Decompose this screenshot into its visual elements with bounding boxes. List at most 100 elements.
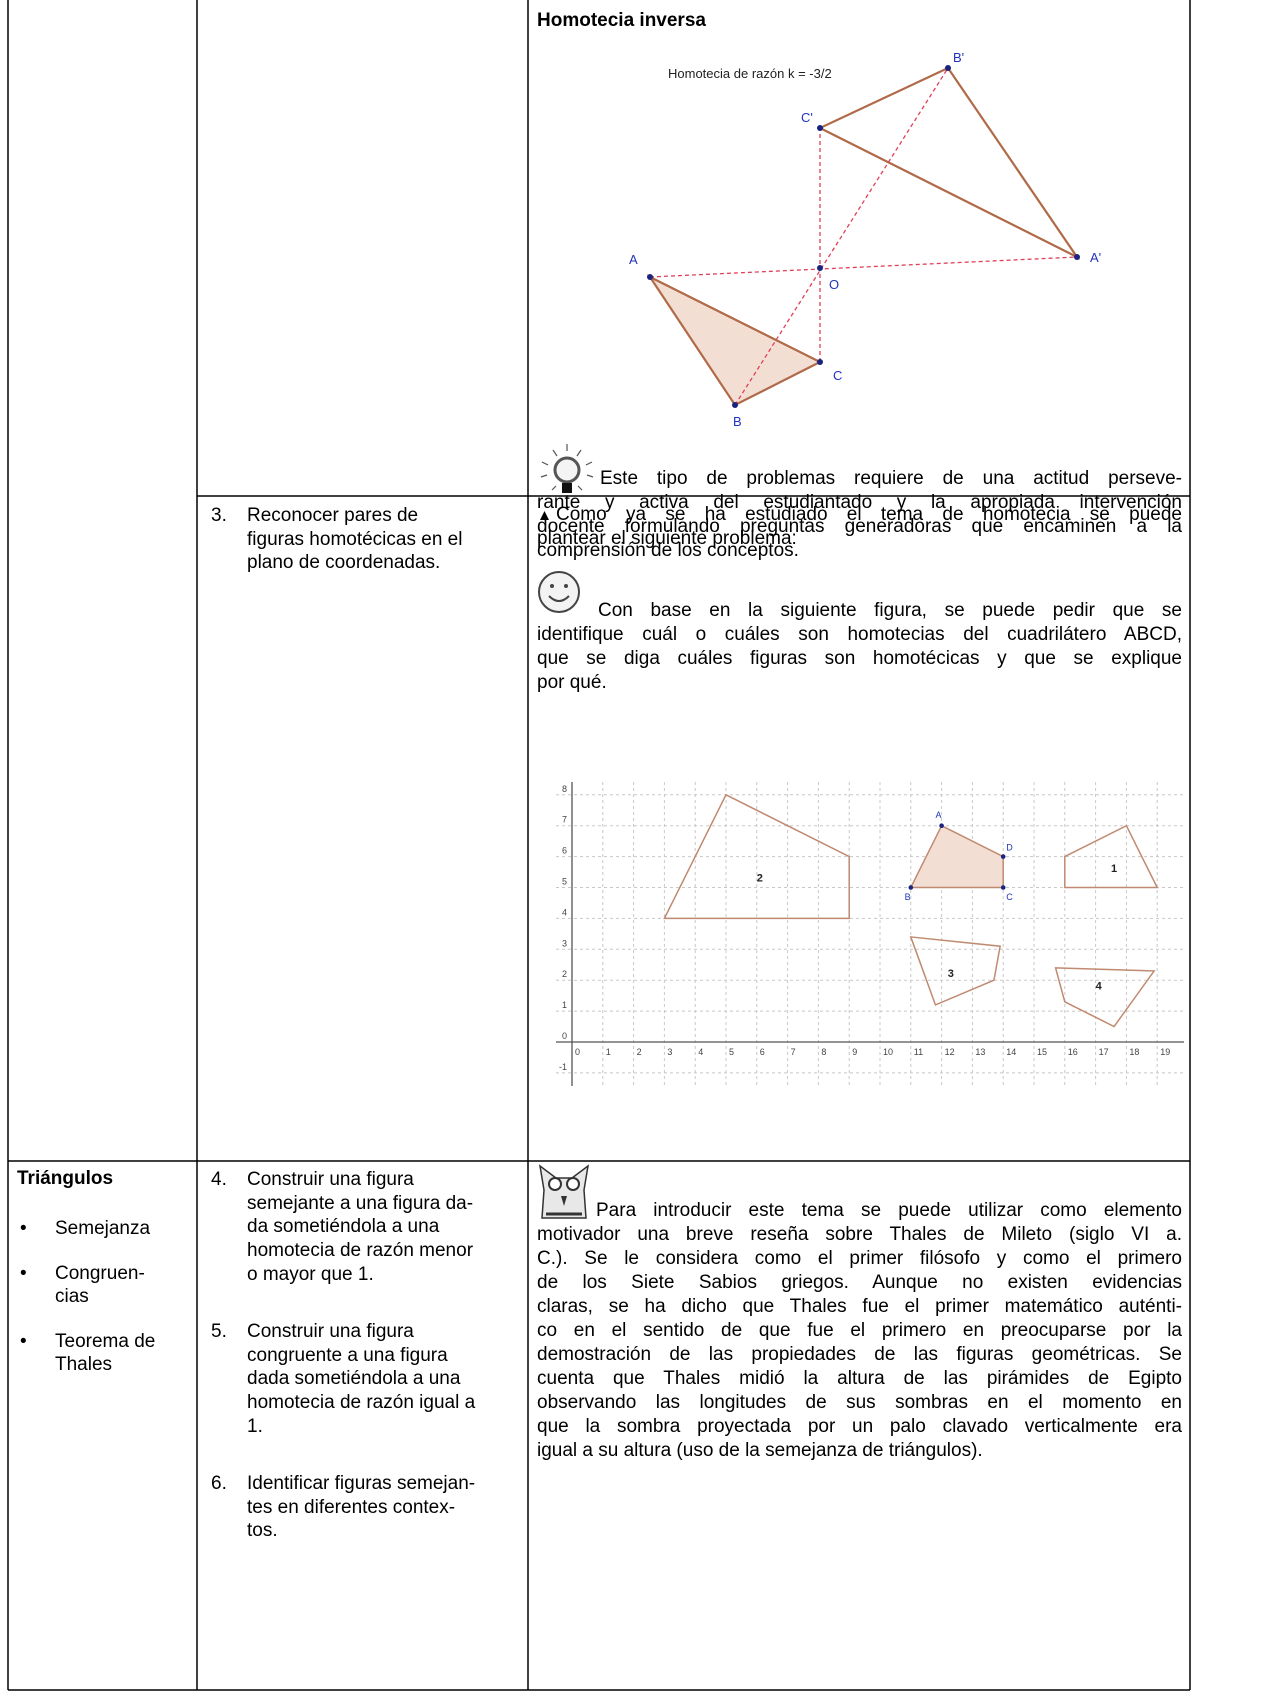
item-number: 3. [211, 505, 227, 526]
x-tick-label: 14 [1006, 1047, 1016, 1057]
dashed-ray [649, 256, 1078, 278]
point [817, 125, 823, 131]
text-line: rante y activa del estudiantado y la apr… [537, 492, 1182, 513]
triangle-marker [540, 511, 549, 520]
text-line: tos. [247, 1520, 278, 1542]
text-line: plano de coordenadas. [247, 552, 441, 573]
y-tick-label: 6 [562, 846, 567, 856]
point [1074, 254, 1080, 260]
figure-label: 4 [1096, 980, 1103, 992]
bulb-base [562, 483, 572, 493]
y-tick-label: 7 [562, 815, 567, 825]
text-line: figuras homotécicas en el [247, 528, 463, 550]
text-line: docente formulando preguntas generadoras… [537, 516, 1182, 537]
text-line: tes en diferentes contex- [247, 1496, 456, 1518]
dashed-ray [734, 67, 949, 406]
text-line: demostración de las propiedades de las f… [537, 1344, 1182, 1365]
text-line: homotecia de razón igual a [247, 1392, 476, 1414]
x-tick-label: 3 [667, 1047, 672, 1057]
eye [564, 584, 568, 588]
figure-3 [909, 936, 1002, 1006]
x-tick-label: 6 [760, 1047, 765, 1057]
text-line: Construir una figura [247, 1169, 414, 1190]
point-label: B' [953, 50, 964, 65]
x-tick-label: 2 [637, 1047, 642, 1057]
smiley-icon [538, 571, 580, 613]
point [945, 65, 951, 71]
text-line: plantear el siguiente problema: [537, 528, 797, 549]
bullet: • [20, 1218, 27, 1239]
x-tick-label: 4 [698, 1047, 703, 1057]
text-line: Como ya se ha estudiado el tema de homot… [556, 504, 1182, 525]
point-label: C [833, 368, 842, 383]
triangle-abc [646, 274, 823, 407]
point [1000, 885, 1006, 890]
text-line: dada sometiéndola a una [247, 1368, 461, 1390]
x-tick-label: 12 [945, 1047, 955, 1057]
x-tick-label: 19 [1160, 1047, 1170, 1057]
text-line: cuenta que Thales midió la altura de las… [537, 1368, 1182, 1389]
y-tick-label: 4 [562, 907, 567, 917]
point-label: A' [1090, 250, 1101, 265]
y-tick-label: 8 [562, 784, 567, 794]
text-line: identifique cuál o cuáles son homotecias… [537, 624, 1182, 645]
point-label: D [1006, 842, 1013, 852]
bulb-rays [540, 444, 594, 491]
text-line: observando las longitudes de sus sombras… [537, 1392, 1182, 1413]
topic-item: Thales [55, 1354, 113, 1375]
y-tick-label: 2 [562, 969, 567, 979]
figure-label: 3 [948, 968, 954, 980]
bullet: • [20, 1331, 27, 1352]
bulb-icon [540, 444, 594, 493]
topic-title: Triángulos [17, 1168, 114, 1189]
x-tick-label: 18 [1129, 1047, 1139, 1057]
x-tick-label: 15 [1037, 1047, 1047, 1057]
figure-1 [1064, 824, 1159, 889]
figure-label: 1 [1111, 863, 1117, 875]
text-line: semejante a una figura da- [247, 1192, 474, 1214]
bulb [553, 456, 581, 484]
text-line: Con base en la siguiente figura, se pued… [598, 600, 1182, 621]
item-number: 6. [211, 1473, 227, 1494]
item-number: 5. [211, 1321, 227, 1342]
owl-body [538, 1164, 590, 1219]
figure-2 [663, 793, 850, 920]
point-label: A [935, 810, 941, 820]
owl-eye [566, 1177, 580, 1191]
face [538, 571, 580, 613]
topic-item: cias [55, 1286, 89, 1307]
x-tick-label: 17 [1099, 1047, 1109, 1057]
x-tick-label: 7 [791, 1047, 796, 1057]
figure-caption: Homotecia de razón k = -3/2 [668, 66, 832, 81]
point [1000, 854, 1006, 859]
section-title: Homotecia inversa [537, 10, 706, 31]
owl-beak [561, 1196, 567, 1206]
figure-label: 2 [757, 872, 763, 884]
text-line: Reconocer pares de [247, 505, 419, 526]
topic-item: Semejanza [55, 1218, 151, 1239]
bullet: • [20, 1263, 27, 1284]
point-label: B [905, 892, 911, 902]
y-tick-label: -1 [559, 1062, 567, 1072]
mouth [548, 595, 570, 602]
point-label: C [1006, 892, 1013, 902]
item-number: 4. [211, 1169, 227, 1190]
coordinate-grid-figure: 0 1 2 3 4 5 6 7 8 9 10 11 12 13 14 15 16 17 18 19-101234567… [556, 782, 1184, 1086]
text-line: igual a su altura (uso de la semejanza d… [537, 1440, 983, 1461]
text-line: C.). Se le considera como el primer filó… [537, 1248, 1182, 1269]
point [939, 823, 944, 828]
topic-item: Congruen- [55, 1263, 145, 1284]
x-tick-label: 1 [606, 1047, 611, 1057]
text-line: co en el sentido de que fue el primero e… [537, 1320, 1182, 1341]
text-line: Este tipo de problemas requiere de una a… [600, 468, 1182, 489]
x-tick-label: 13 [975, 1047, 985, 1057]
owl-icon [538, 1164, 590, 1219]
text-line: Identificar figuras semejan- [247, 1473, 476, 1494]
point-label: A [629, 252, 638, 267]
text-line: da sometiéndola a una [247, 1216, 440, 1238]
text-line: homotecia de razón menor [247, 1240, 474, 1262]
point [732, 402, 738, 408]
point-label: O [829, 277, 839, 292]
